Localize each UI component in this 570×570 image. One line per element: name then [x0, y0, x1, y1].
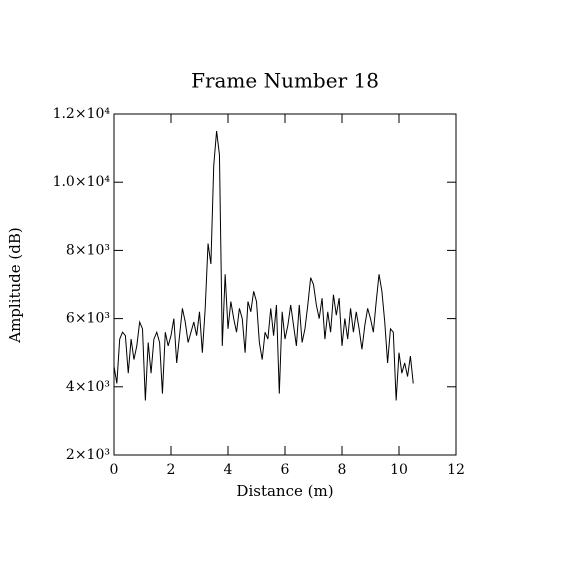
x-tick-label: 4 [224, 462, 233, 478]
y-tick-label: 8×10³ [66, 242, 110, 258]
data-line [113, 130, 414, 401]
y-tick-label: 2×10³ [66, 447, 110, 463]
x-tick-label: 12 [447, 462, 465, 478]
x-tick-label: 8 [338, 462, 347, 478]
y-axis-label: Amplitude (dB) [6, 227, 24, 344]
plot-frame [113, 113, 457, 456]
x-axis-label: Distance (m) [236, 482, 333, 500]
x-tick-label: 10 [390, 462, 408, 478]
y-tick-label: 1.2×10⁴ [53, 106, 111, 122]
x-tick-label: 6 [281, 462, 290, 478]
y-tick-label: 1.0×10⁴ [53, 174, 111, 190]
chart-title: Frame Number 18 [191, 69, 379, 93]
x-tick-label: 2 [167, 462, 176, 478]
y-tick-label: 4×10³ [66, 379, 110, 395]
x-tick-label: 0 [110, 462, 119, 478]
y-tick-label: 6×10³ [66, 311, 110, 327]
